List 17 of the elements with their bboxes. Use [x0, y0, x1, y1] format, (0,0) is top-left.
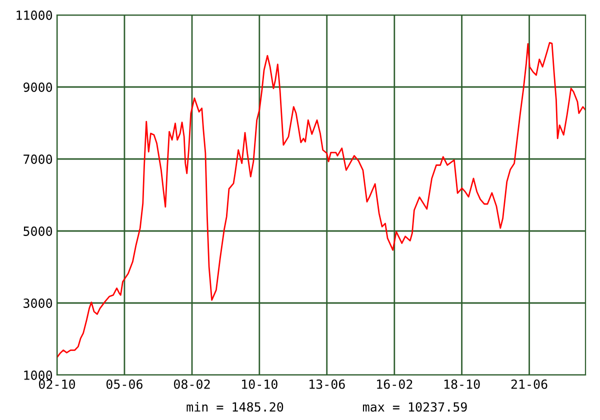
- y-tick-label: 7000: [24, 154, 52, 164]
- text: min = 1485.20: [186, 402, 284, 412]
- y-tick-label: 5000: [24, 226, 52, 236]
- x-tick-label: 18-10: [444, 379, 480, 389]
- x-tick-label: 10-10: [242, 379, 278, 389]
- x-tick-label: 21-06: [511, 379, 548, 389]
- x-tick-label: 16-02: [377, 379, 412, 389]
- y-tick-label: 9000: [24, 82, 52, 92]
- y-tick-label: 11000: [16, 10, 52, 20]
- line-series: [57, 42, 586, 358]
- x-tick-label: 05-06: [106, 379, 142, 389]
- y-tick-label: 3000: [24, 298, 52, 308]
- y-tick-label: 1000: [24, 370, 52, 380]
- text: max = 10237.59: [362, 402, 467, 412]
- x-tick-label: 13-06: [310, 379, 345, 389]
- x-tick-label: 08-02: [174, 379, 210, 389]
- x-tick-label: 02-10: [39, 379, 76, 389]
